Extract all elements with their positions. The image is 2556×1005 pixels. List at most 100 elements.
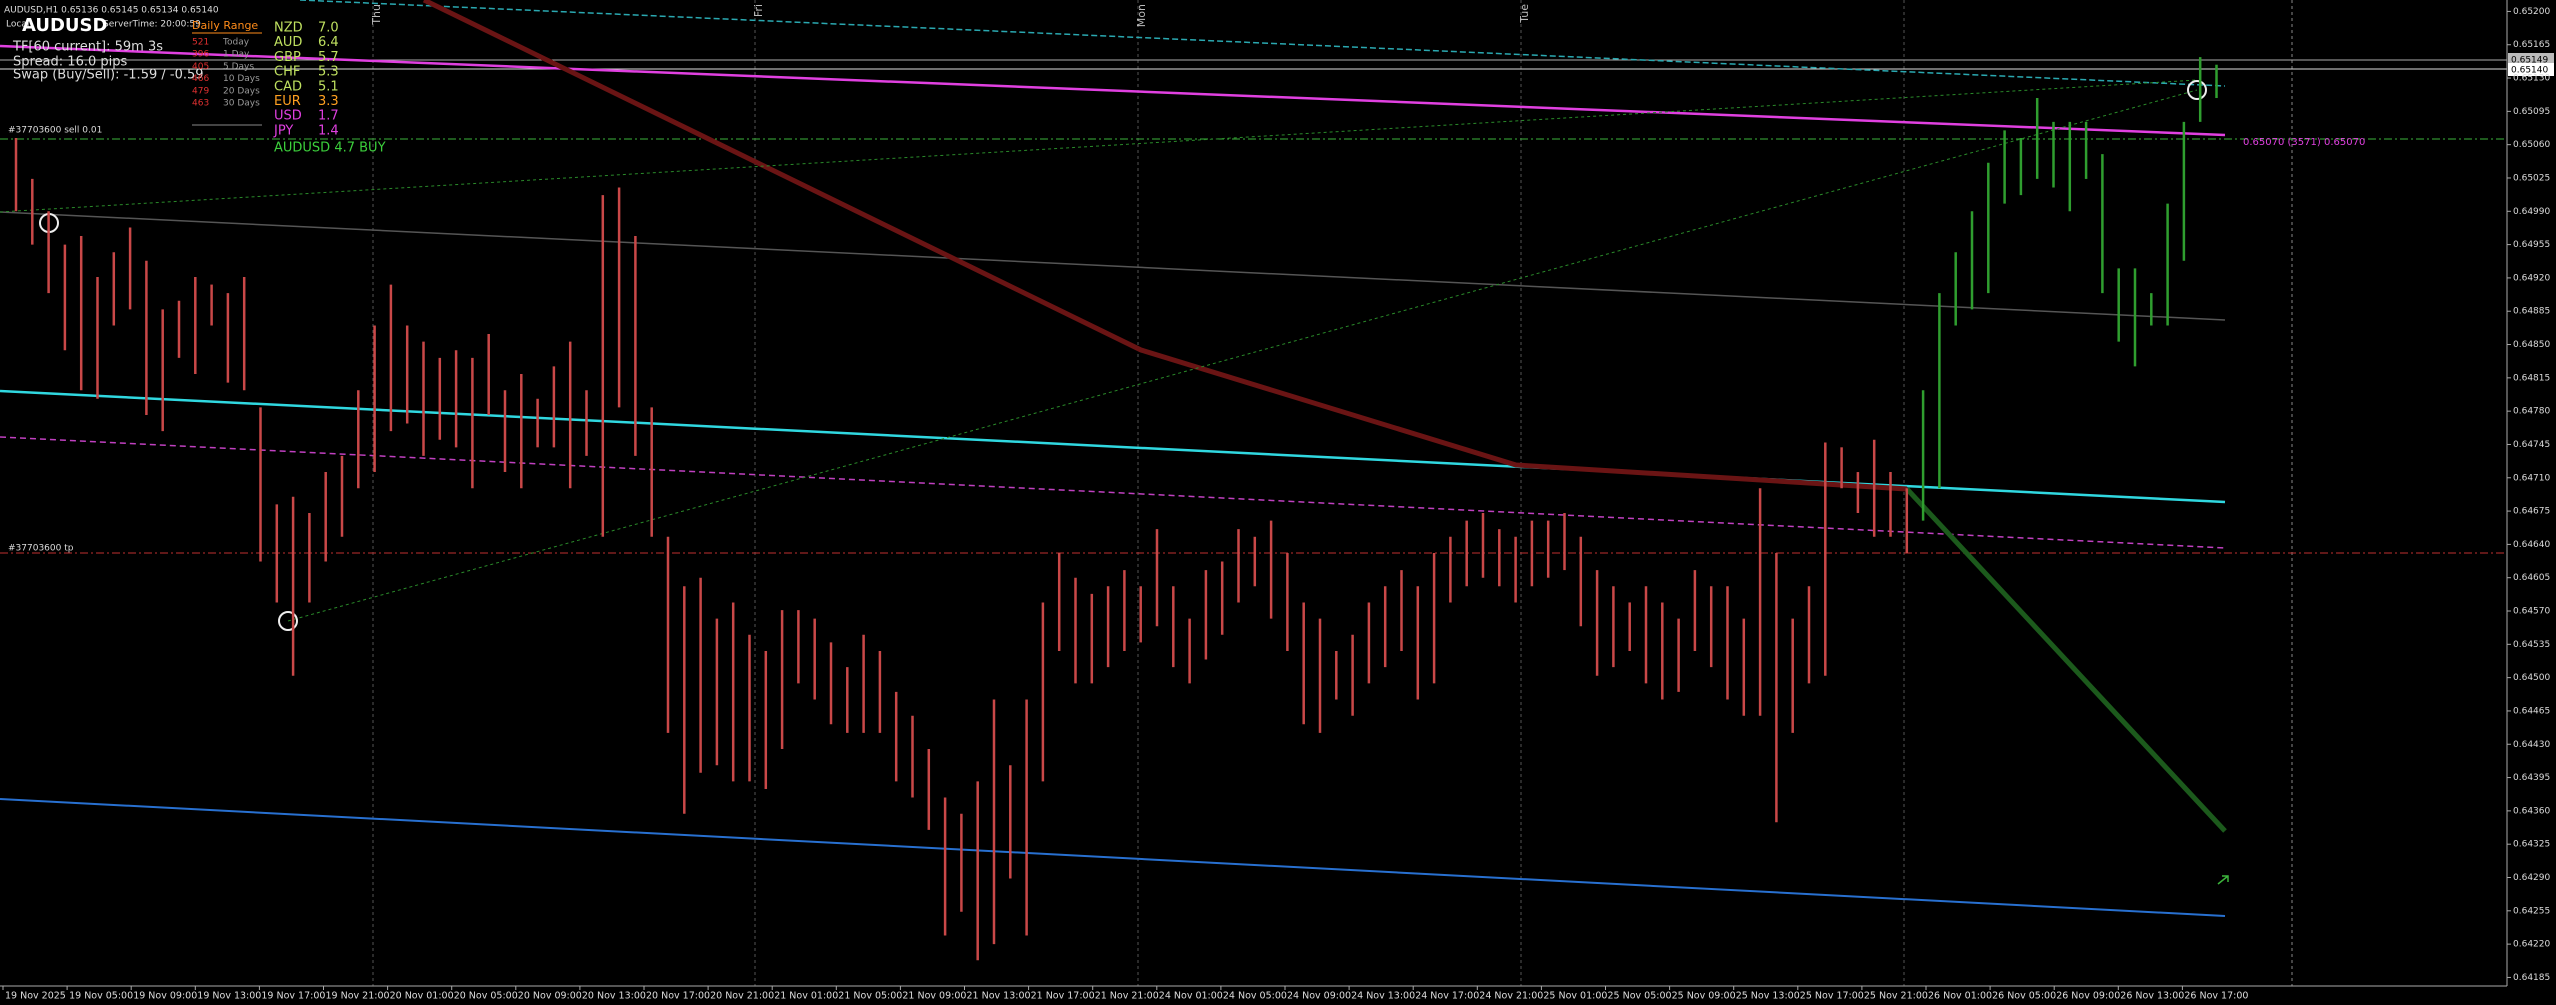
strength: 7.0 (318, 21, 339, 36)
x-tick-label: 19 Nov 13:00 (197, 991, 261, 1002)
x-tick-label: 21 Nov 13:00 (967, 991, 1031, 1002)
range-label: 20 Days (223, 86, 260, 96)
y-tick-label: 0.64780 (2513, 407, 2550, 417)
currency: EUR (274, 94, 301, 109)
strength: 5.3 (318, 65, 339, 80)
x-tick-label: 21 Nov 09:00 (902, 991, 966, 1002)
y-tick-label: 0.64920 (2513, 273, 2550, 283)
x-tick-label: 24 Nov 17:00 (1415, 991, 1479, 1002)
y-tick-label: 0.64220 (2513, 940, 2550, 950)
x-tick-label: 20 Nov 17:00 (646, 991, 710, 1002)
x-tick-label: 19 Nov 21:00 (326, 991, 390, 1002)
y-tick-label: 0.65095 (2513, 107, 2550, 117)
trend-darkgreen (1905, 487, 2227, 833)
strength: 3.3 (318, 94, 339, 109)
range-value: 479 (192, 86, 209, 96)
x-tick-label: 20 Nov 01:00 (390, 991, 454, 1002)
x-tick-label: 21 Nov 21:00 (1095, 991, 1159, 1002)
y-tick-label: 0.64185 (2513, 973, 2550, 983)
y-tick-label: 0.64990 (2513, 207, 2550, 217)
bid-tag-box (2508, 63, 2554, 76)
tp-label: #37703600 tp (8, 544, 74, 554)
y-tick-label: 0.64640 (2513, 540, 2550, 550)
range-value: 466 (192, 74, 209, 84)
x-tick-label: 20 Nov 05:00 (454, 991, 518, 1002)
y-tick-label: 0.64395 (2513, 773, 2550, 783)
ma-blue (0, 798, 2226, 917)
local-time: Local (6, 20, 29, 30)
strength: 6.4 (318, 35, 339, 50)
day-label: Mon (1135, 4, 1148, 27)
x-tick-label: 25 Nov 21:00 (1864, 991, 1928, 1002)
ma-gray (0, 211, 2226, 321)
y-tick-label: 0.65165 (2513, 40, 2550, 50)
x-tick-label: 25 Nov 13:00 (1736, 991, 1800, 1002)
y-tick-label: 0.65025 (2513, 173, 2550, 183)
y-tick-label: 0.64815 (2513, 373, 2550, 383)
ask-tag: 0.65149 (2511, 56, 2548, 66)
y-tick-label: 0.64255 (2513, 906, 2550, 916)
y-tick-label: 0.64360 (2513, 806, 2550, 816)
y-tick-label: 0.65060 (2513, 140, 2550, 150)
currency: GBP (274, 50, 301, 65)
y-tick-label: 0.64955 (2513, 240, 2550, 250)
x-tick-label: 26 Nov 13:00 (2120, 991, 2184, 1002)
range-label: Today (222, 38, 250, 48)
bars (14, 57, 2218, 961)
ask-tag-box (2508, 53, 2554, 66)
x-tick-label: 26 Nov 09:00 (2056, 991, 2120, 1002)
strength: 5.7 (318, 50, 339, 65)
y-tick-label: 0.64885 (2513, 307, 2550, 317)
x-tick-label: 19 Nov 17:00 (261, 991, 325, 1002)
day-label: Thu (370, 4, 383, 26)
y-tick-label: 0.64500 (2513, 673, 2550, 683)
range-label: 1 Day (223, 50, 250, 60)
arrow-marker (2217, 875, 2229, 885)
bid-tag: 0.65140 (2511, 66, 2548, 76)
signal: AUDUSD 4.7 BUY (274, 141, 386, 156)
symbol: AUDUSD (22, 15, 107, 36)
x-tick-label: 21 Nov 01:00 (774, 991, 838, 1002)
trade-line (287, 89, 2198, 622)
strength: 1.4 (318, 123, 339, 138)
x-tick-label: 25 Nov 17:00 (1800, 991, 1864, 1002)
day-label: Tue (1518, 4, 1531, 24)
y-tick-label: 0.64325 (2513, 840, 2550, 850)
ma-cyan-dashed (299, 0, 2226, 87)
x-tick-label: 25 Nov 09:00 (1672, 991, 1736, 1002)
y-tick-label: 0.64710 (2513, 473, 2550, 483)
tf-info: TF[60 current]: 59m 3s (12, 40, 163, 55)
y-tick-label: 0.64850 (2513, 340, 2550, 350)
strength: 1.7 (318, 109, 339, 124)
x-tick-label: 19 Nov 05:00 (69, 991, 133, 1002)
trade-line (0, 79, 2198, 213)
y-tick-label: 0.65130 (2513, 74, 2550, 84)
y-tick-label: 0.64465 (2513, 706, 2550, 716)
server-time: ServerTime: 20:00:59 (103, 20, 201, 30)
ma-magenta (0, 44, 2226, 137)
range-value: 396 (192, 50, 209, 60)
y-tick-label: 0.64745 (2513, 440, 2550, 450)
line-label: 0.65070 (3571) 0.65070 (2243, 137, 2365, 148)
y-tick-label: 0.64675 (2513, 507, 2550, 517)
y-tick-label: 0.64535 (2513, 640, 2550, 650)
strength: 5.1 (318, 79, 339, 94)
order-marker (278, 611, 298, 631)
x-tick-label: 20 Nov 09:00 (518, 991, 582, 1002)
x-tick-label: 21 Nov 05:00 (838, 991, 902, 1002)
x-tick-label: 24 Nov 05:00 (1223, 991, 1287, 1002)
x-tick-label: 24 Nov 01:00 (1159, 991, 1223, 1002)
x-tick-label: 20 Nov 21:00 (710, 991, 774, 1002)
x-tick-label: 26 Nov 01:00 (1928, 991, 1992, 1002)
y-tick-label: 0.65200 (2513, 7, 2550, 17)
y-tick-label: 0.64605 (2513, 573, 2550, 583)
currency: JPY (273, 123, 293, 138)
range-label: 10 Days (223, 74, 260, 84)
day-label: Fri (752, 4, 765, 17)
x-tick-label: 25 Nov 01:00 (1543, 991, 1607, 1002)
x-tick-label: 26 Nov 05:00 (1992, 991, 2056, 1002)
range-value: 405 (192, 62, 209, 72)
x-tick-label: 24 Nov 21:00 (1479, 991, 1543, 1002)
